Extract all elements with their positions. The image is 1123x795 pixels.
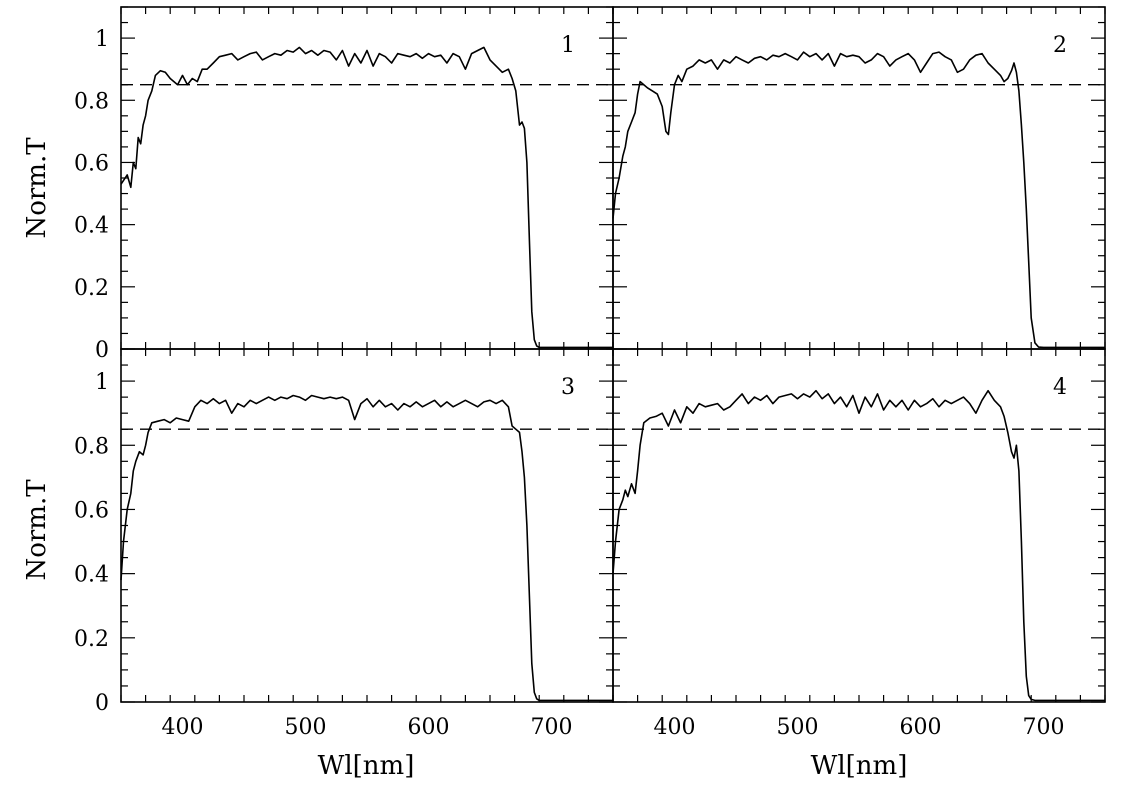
x-tick-label: 500 bbox=[285, 715, 327, 740]
y-tick-label: 1 bbox=[95, 27, 109, 52]
panel-number-label: 4 bbox=[1053, 375, 1067, 400]
x-tick-label: 700 bbox=[531, 715, 573, 740]
panel-2: 2 bbox=[612, 6, 1106, 350]
xlabel-right: Wl[nm] bbox=[811, 751, 908, 781]
y-tick-label: 0.2 bbox=[74, 276, 109, 301]
y-tick-label: 0 bbox=[95, 691, 109, 716]
x-tick-label: 600 bbox=[408, 715, 450, 740]
transmission-curve-1 bbox=[120, 46, 613, 349]
panel-3: 0 0.2 0.4 0.6 0.8 1 400 500 600 700 3 bbox=[74, 348, 614, 740]
panel-number-label: 1 bbox=[561, 33, 575, 58]
y-tick-label: 0.6 bbox=[74, 498, 109, 523]
panel-number-label: 2 bbox=[1053, 33, 1067, 58]
y-tick-label: 1 bbox=[95, 370, 109, 395]
ylabel-bottom: Norm.T bbox=[22, 479, 52, 581]
x-tick-label: 600 bbox=[900, 715, 942, 740]
panel-number-label: 3 bbox=[561, 375, 575, 400]
panels-group: 0 0.2 0.4 0.6 0.8 1 1 2 0 0.2 0.4 0.6 0.8 1 400 500 600 7… bbox=[74, 6, 1106, 740]
panel-frame bbox=[120, 6, 614, 350]
y-tick-label: 0 bbox=[95, 338, 109, 363]
panel-frame bbox=[120, 348, 614, 703]
y-tick-label: 0.6 bbox=[74, 151, 109, 176]
transmission-curve-2 bbox=[612, 51, 1105, 349]
x-tick-label: 700 bbox=[1023, 715, 1065, 740]
panel-frame bbox=[612, 348, 1106, 703]
y-tick-label: 0.8 bbox=[74, 434, 109, 459]
x-tick-label: 500 bbox=[777, 715, 819, 740]
transmission-curve-4 bbox=[612, 389, 1105, 702]
y-tick-label: 0.4 bbox=[74, 214, 109, 239]
x-tick-label: 400 bbox=[654, 715, 696, 740]
transmission-curve-3 bbox=[120, 394, 613, 702]
xlabel-left: Wl[nm] bbox=[318, 751, 415, 781]
y-tick-label: 0.8 bbox=[74, 89, 109, 114]
y-tick-label: 0.4 bbox=[74, 563, 109, 588]
x-tick-label: 400 bbox=[162, 715, 204, 740]
panel-4: 400 500 600 700 4 bbox=[612, 348, 1106, 740]
y-tick-label: 0.2 bbox=[74, 627, 109, 652]
panel-1: 0 0.2 0.4 0.6 0.8 1 1 bbox=[74, 6, 614, 363]
ylabel-top: Norm.T bbox=[22, 137, 52, 239]
panel-frame bbox=[612, 6, 1106, 350]
